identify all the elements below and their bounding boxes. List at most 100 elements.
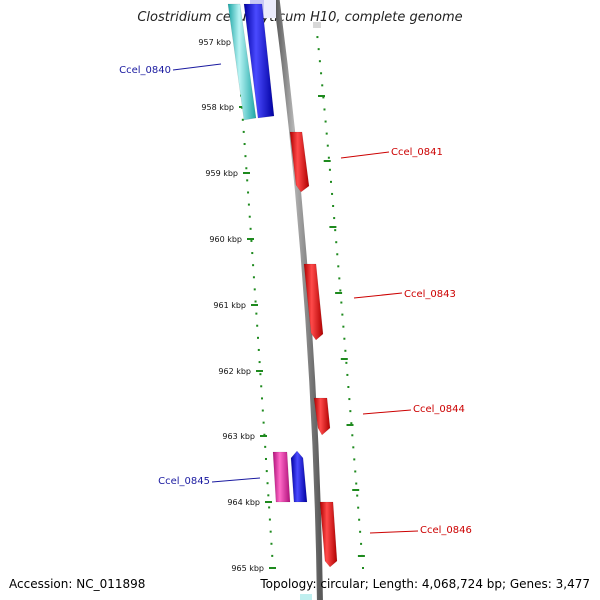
track-dot <box>264 457 267 460</box>
track-dot <box>337 265 340 268</box>
track-dot <box>357 506 360 509</box>
track-dot <box>338 277 341 280</box>
gene-feature-ccel-0840[interactable] <box>227 3 257 121</box>
track-dot <box>261 409 264 412</box>
gene-label-ccel-0841[interactable]: Ccel_0841 <box>391 147 443 158</box>
track-dot <box>354 470 357 473</box>
track-dot <box>351 434 354 437</box>
gene-feature-ccel-0845[interactable] <box>290 450 308 503</box>
track-dot <box>342 325 345 328</box>
track-dot <box>344 349 347 352</box>
gene-label-ccel-0843[interactable]: Ccel_0843 <box>404 289 456 300</box>
gene-label-ccel-0845[interactable]: Ccel_0845 <box>158 476 210 487</box>
track-dot <box>321 84 324 87</box>
track-dot <box>244 155 247 158</box>
track-dot <box>324 120 327 123</box>
tick-label: 958 kbp <box>201 103 234 112</box>
tick-label: 962 kbp <box>218 367 251 376</box>
tick-label: 960 kbp <box>209 235 242 244</box>
track-dot <box>359 530 362 533</box>
track-dot <box>250 239 253 242</box>
track-dot <box>353 458 356 461</box>
gene-feature-ccel-0841[interactable] <box>289 131 310 193</box>
map-title: Clostridium cellulolyticum H10, complete… <box>137 10 463 25</box>
track-dot <box>260 385 263 388</box>
track-dot <box>317 48 320 51</box>
track-dot <box>335 241 338 244</box>
track-dot <box>355 482 358 485</box>
track-dot <box>266 482 269 485</box>
tick-label: 957 kbp <box>198 38 231 47</box>
leader-line-ccel-0844 <box>362 409 412 415</box>
track-dot <box>255 312 258 315</box>
track-dot <box>346 373 349 376</box>
track-dot <box>253 288 256 291</box>
track-dot <box>323 108 326 111</box>
track-dot <box>316 36 319 39</box>
track-dot <box>350 422 353 425</box>
track-dot <box>327 156 330 159</box>
gene-feature-ccel-0840[interactable] <box>243 3 275 119</box>
track-dot <box>320 72 323 75</box>
track-dot <box>267 494 270 497</box>
track-dot <box>243 143 246 146</box>
track-dot <box>256 336 259 339</box>
track-dot <box>258 361 261 364</box>
track-dot <box>322 96 325 99</box>
track-dot <box>360 542 363 545</box>
gene-feature-ccel-0843[interactable] <box>303 263 324 341</box>
track-dot <box>336 253 339 256</box>
track-dot <box>329 180 332 183</box>
track-dot <box>265 470 268 473</box>
track-dot <box>254 300 257 303</box>
leader-line-ccel-0841 <box>340 151 390 159</box>
forward-strand-track <box>315 24 364 569</box>
track-dot <box>349 410 352 413</box>
gene-feature-ccel-0844[interactable] <box>313 397 331 436</box>
dna-backbone <box>273 0 323 600</box>
gene-feature-ccel-0845[interactable] <box>272 451 291 503</box>
track-dot <box>246 179 249 182</box>
track-dot <box>263 433 266 436</box>
track-dot <box>249 227 252 230</box>
track-dot <box>356 494 359 497</box>
track-dot <box>348 398 351 401</box>
track-dot <box>259 373 262 376</box>
gene-label-ccel-0846[interactable]: Ccel_0846 <box>420 525 472 536</box>
tick-label: 963 kbp <box>222 432 255 441</box>
track-dot <box>242 130 245 133</box>
track-dot <box>264 445 267 448</box>
track-dot <box>332 205 335 207</box>
track-dot <box>341 313 344 316</box>
track-dot <box>257 348 260 351</box>
gene-label-ccel-0844[interactable]: Ccel_0844 <box>413 404 465 415</box>
track-dot <box>352 446 355 449</box>
track-dot <box>245 167 248 170</box>
track-dot <box>268 518 271 521</box>
track-dot <box>252 264 255 267</box>
track-dot <box>271 554 274 557</box>
tick-label: 959 kbp <box>205 169 238 178</box>
track-dot <box>318 60 321 63</box>
track-dot <box>343 337 346 340</box>
leader-line-ccel-0840 <box>172 63 222 71</box>
tick-label: 964 kbp <box>227 498 260 507</box>
genome-stats-text: Topology: circular; Length: 4,068,724 bp… <box>260 577 590 591</box>
track-dot <box>251 252 254 255</box>
track-dot <box>325 132 328 135</box>
track-dot <box>252 276 255 279</box>
track-dot <box>256 324 259 327</box>
track-dot <box>358 518 361 521</box>
gene-label-ccel-0840[interactable]: Ccel_0840 <box>119 65 171 76</box>
track-dot <box>247 203 250 206</box>
track-dot <box>326 144 329 147</box>
leader-line-ccel-0843 <box>353 292 403 299</box>
track-dot <box>339 289 342 292</box>
track-dot <box>248 215 251 218</box>
tick-label: 965 kbp <box>231 564 264 573</box>
partial-feature-bottom <box>300 594 312 600</box>
track-dot <box>241 118 244 121</box>
gene-feature-ccel-0846[interactable] <box>319 501 338 568</box>
